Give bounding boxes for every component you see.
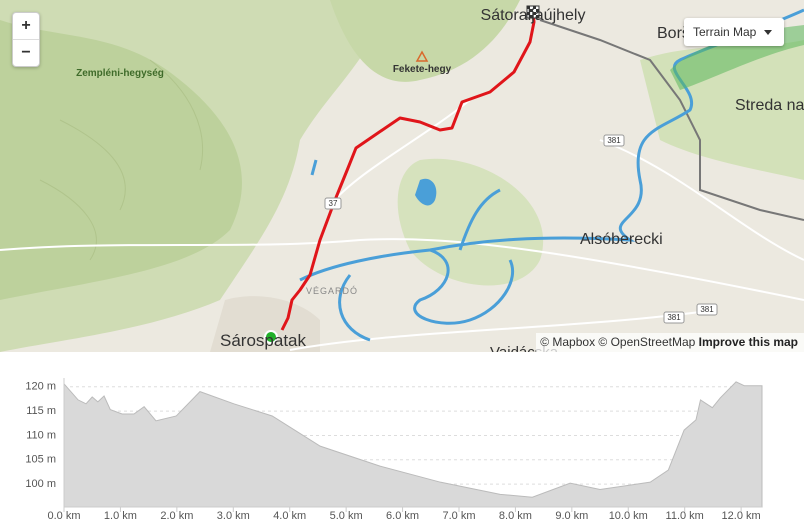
x-tick-label: 3.0 km <box>217 510 250 522</box>
road-number: 381 <box>667 313 681 322</box>
town <box>210 296 320 352</box>
place-label: Sárospatak <box>220 331 306 350</box>
x-tick-label: 12.0 km <box>722 510 761 522</box>
attribution: © Mapbox © OpenStreetMap Improve this ma… <box>536 333 804 352</box>
x-tick-label: 9.0 km <box>555 510 588 522</box>
road-shield <box>663 311 685 324</box>
x-tick-label: 10.0 km <box>609 510 648 522</box>
layer-select[interactable]: Terrain Map <box>684 18 784 46</box>
y-tick-label: 105 m <box>25 454 56 466</box>
road <box>0 238 804 301</box>
finish-flag <box>527 6 539 18</box>
place-label: Zempléni-hegység <box>76 68 164 79</box>
contour <box>39 59 204 261</box>
y-tick-label: 110 m <box>26 429 56 441</box>
terrain <box>0 20 242 300</box>
y-tick-label: 120 m <box>25 381 56 393</box>
place-label: Streda nad Bodrogom <box>735 97 804 114</box>
road <box>289 99 804 351</box>
map[interactable]: Zempléni-hegység Fekete-hegy Sátoraljaúj… <box>0 0 804 352</box>
place-label: VÉGARDÓ <box>306 286 358 296</box>
zoom-out[interactable]: − <box>13 39 39 66</box>
zoom-control: + − <box>12 12 40 67</box>
elevation-area <box>63 381 763 508</box>
place-label: Fekete-hegy <box>393 64 452 75</box>
x-tick-label: 5.0 km <box>330 510 363 522</box>
road-number: 381 <box>700 305 714 314</box>
x-tick-label: 4.0 km <box>273 510 306 522</box>
x-tick-label: 8.0 km <box>499 510 532 522</box>
map-canvas: Zempléni-hegység Fekete-hegy Sátoraljaúj… <box>0 0 804 352</box>
y-tick-label: 115 m <box>26 405 56 417</box>
road-shield <box>603 134 625 147</box>
attribution-text: © Mapbox © OpenStreetMap <box>540 335 696 349</box>
road-number: 37 <box>329 199 338 208</box>
peak-icon <box>415 50 429 62</box>
river <box>310 159 501 251</box>
x-tick-label: 2.0 km <box>160 510 193 522</box>
x-tick-label: 6.0 km <box>386 510 419 522</box>
river <box>338 248 515 342</box>
place-label: Alsóberecki <box>580 231 663 248</box>
place-label: Sátoraljaújhely <box>481 7 586 24</box>
start-marker[interactable] <box>264 330 278 344</box>
lake <box>415 178 437 206</box>
improve-link[interactable]: Improve this map <box>698 335 798 349</box>
road-shield <box>696 303 718 316</box>
route <box>280 11 536 331</box>
y-tick-label: 100 m <box>25 478 56 490</box>
road-shields: 381 381 381 37 <box>324 134 718 324</box>
elevation-chart: 100 m 105 m 110 m 115 m 120 m 0.0 km 1.0 km 2.0… <box>25 378 763 522</box>
road-number: 381 <box>607 136 621 145</box>
zoom-in[interactable]: + <box>21 17 31 34</box>
x-tick-label: 0.0 km <box>47 510 80 522</box>
x-tick-label: 11.0 km <box>666 510 704 522</box>
x-tick-label: 7.0 km <box>442 510 475 522</box>
x-tick-label: 1.0 km <box>104 510 137 522</box>
road-shield <box>324 197 342 210</box>
terrain <box>330 0 520 82</box>
border <box>539 19 804 221</box>
place-label: Vajdácska <box>490 344 559 352</box>
